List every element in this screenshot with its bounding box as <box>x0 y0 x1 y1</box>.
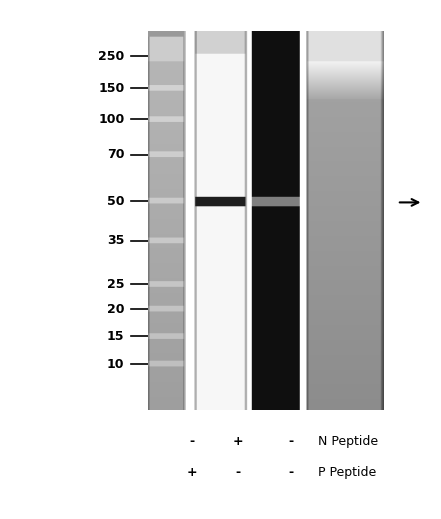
Text: 250: 250 <box>98 49 124 63</box>
Text: 15: 15 <box>107 330 124 343</box>
Text: -: - <box>288 466 294 479</box>
Text: +: + <box>187 466 197 479</box>
Text: N Peptide: N Peptide <box>318 434 377 448</box>
Text: -: - <box>235 466 241 479</box>
Text: +: + <box>233 434 243 448</box>
Text: 150: 150 <box>98 81 124 95</box>
Text: 35: 35 <box>107 234 124 248</box>
Text: -: - <box>288 434 294 448</box>
Text: 50: 50 <box>107 195 124 208</box>
Text: -: - <box>189 434 194 448</box>
Text: 10: 10 <box>107 358 124 371</box>
Text: P Peptide: P Peptide <box>318 466 376 479</box>
Text: 100: 100 <box>98 113 124 126</box>
Text: 20: 20 <box>107 303 124 316</box>
Text: 25: 25 <box>107 278 124 291</box>
Text: 70: 70 <box>107 148 124 161</box>
